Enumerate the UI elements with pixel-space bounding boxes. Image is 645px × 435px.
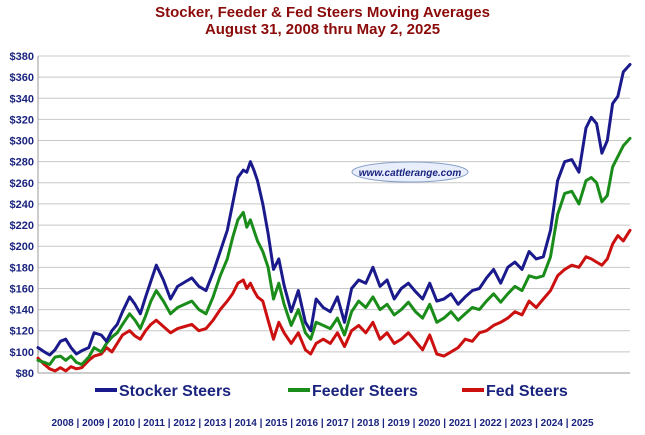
x-year-separator: | bbox=[501, 418, 511, 429]
y-tick-label: $200 bbox=[10, 241, 34, 253]
x-year-label: 2009 bbox=[82, 418, 105, 429]
x-year-separator: | bbox=[532, 418, 541, 429]
y-tick-label: $320 bbox=[10, 114, 34, 126]
x-year-separator: | bbox=[440, 418, 449, 429]
x-year-label: 2025 bbox=[571, 418, 594, 429]
y-tick-label: $80 bbox=[16, 368, 34, 380]
x-year-label: 2015 bbox=[265, 418, 288, 429]
y-tick-label: $140 bbox=[10, 305, 34, 317]
y-tick-label: $220 bbox=[10, 220, 34, 232]
y-tick-label: $300 bbox=[10, 136, 34, 148]
x-year-separator: | bbox=[562, 418, 572, 429]
x-year-label: 2022 bbox=[479, 418, 502, 429]
x-year-label: 2023 bbox=[510, 418, 533, 429]
legend: Stocker Steers Feeder Steers Fed Steers bbox=[95, 383, 568, 400]
watermark-ellipse bbox=[351, 161, 469, 183]
x-year-label: 2010 bbox=[112, 418, 135, 429]
grid-lines bbox=[37, 55, 630, 374]
x-year-label: 2011 bbox=[143, 418, 165, 429]
y-axis: $80 $100 $120 $140 $160 $180 $200 $220 $240 $260 $… bbox=[10, 51, 34, 380]
x-year-separator: | bbox=[195, 418, 204, 429]
x-year-label: 2024 bbox=[540, 418, 563, 429]
x-year-separator: | bbox=[73, 418, 83, 429]
y-tick-label: $280 bbox=[10, 157, 34, 169]
watermark: www.cattlerange.com bbox=[351, 161, 469, 183]
y-tick-label: $360 bbox=[10, 72, 34, 84]
x-year-separator: | bbox=[409, 418, 419, 429]
chart-title: Stocker, Feeder & Fed Steers Moving Aver… bbox=[155, 4, 490, 21]
x-year-separator: | bbox=[226, 418, 235, 429]
x-axis-year-labels: 2008 | 2009 | 2010 | 2011 | 2012 | 2013 … bbox=[0, 418, 645, 429]
x-year-label: 2008 bbox=[51, 418, 74, 429]
x-year-label: 2012 bbox=[173, 418, 196, 429]
x-year-separator: | bbox=[256, 418, 266, 429]
y-tick-label: $340 bbox=[10, 93, 34, 105]
chart-subtitle: August 31, 2008 thru May 2, 2025 bbox=[204, 21, 441, 38]
x-year-label: 2017 bbox=[326, 418, 349, 429]
x-year-separator: | bbox=[348, 418, 358, 429]
y-tick-label: $260 bbox=[10, 178, 34, 190]
y-tick-label: $160 bbox=[10, 283, 34, 295]
y-tick-label: $380 bbox=[10, 51, 34, 63]
x-year-separator: | bbox=[165, 418, 174, 429]
x-year-label: 2019 bbox=[387, 418, 410, 429]
series-lines bbox=[36, 63, 632, 373]
x-year-label: 2021 bbox=[448, 418, 472, 429]
x-year-label: 2020 bbox=[418, 418, 441, 429]
y-tick-label: $100 bbox=[10, 347, 34, 359]
x-year-label: 2013 bbox=[203, 418, 227, 429]
x-year-separator: | bbox=[287, 418, 296, 429]
x-year-separator: | bbox=[379, 418, 388, 429]
x-year-separator: | bbox=[104, 418, 113, 429]
watermark-text: www.cattlerange.com bbox=[359, 168, 462, 179]
x-year-separator: | bbox=[134, 418, 144, 429]
legend-label: Fed Steers bbox=[486, 383, 568, 400]
x-year-separator: | bbox=[318, 418, 327, 429]
fed-steers-line bbox=[36, 228, 632, 373]
y-tick-label: $180 bbox=[10, 262, 34, 274]
feeder-steers-line bbox=[36, 136, 632, 366]
x-year-separator: | bbox=[471, 418, 480, 429]
x-year-label: 2018 bbox=[357, 418, 380, 429]
y-tick-label: $240 bbox=[10, 199, 34, 211]
legend-label: Stocker Steers bbox=[119, 383, 231, 400]
x-year-label: 2016 bbox=[295, 418, 319, 429]
y-tick-label: $120 bbox=[10, 326, 34, 338]
legend-label: Feeder Steers bbox=[312, 383, 418, 400]
stocker-steers-line bbox=[36, 63, 632, 357]
x-year-label: 2014 bbox=[234, 418, 257, 429]
